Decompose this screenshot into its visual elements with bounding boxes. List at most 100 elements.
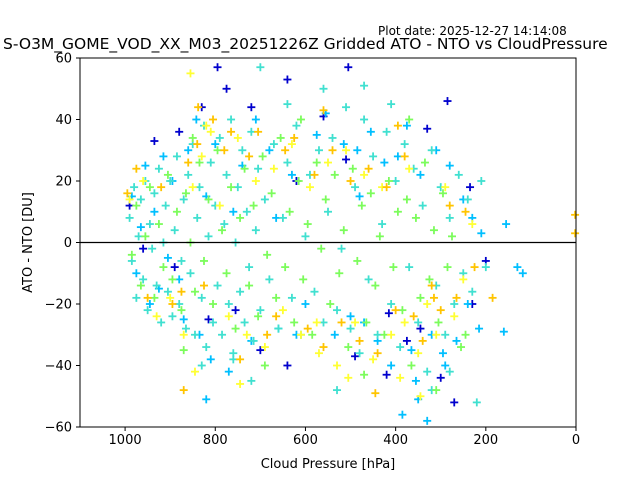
scatter-point	[145, 183, 154, 192]
scatter-point	[281, 146, 290, 155]
scatter-point	[387, 330, 396, 339]
y-tick-label: −20	[45, 298, 72, 313]
scatter-point	[432, 330, 441, 339]
scatter-point	[441, 183, 450, 192]
scatter-point	[308, 330, 317, 339]
scatter-point	[360, 81, 369, 90]
x-tick-label: 1000	[109, 433, 142, 448]
scatter-point	[448, 232, 456, 241]
scatter-point	[283, 361, 292, 370]
scatter-point	[168, 300, 177, 308]
scatter-point	[215, 201, 224, 210]
scatter-point	[269, 140, 278, 149]
scatter-point	[213, 281, 222, 290]
scatter-point	[425, 275, 434, 284]
scatter-point	[141, 161, 150, 170]
scatter-point	[125, 213, 134, 222]
scatter-point	[150, 189, 159, 198]
scatter-point	[152, 312, 161, 321]
scatter-point	[139, 275, 148, 284]
data-points	[123, 63, 580, 425]
scatter-point	[245, 152, 254, 161]
scatter-point	[245, 263, 254, 272]
scatter-point	[436, 373, 445, 382]
scatter-point	[384, 309, 393, 318]
scatter-point	[251, 226, 260, 235]
scatter-point	[445, 201, 454, 210]
scatter-point	[170, 263, 179, 272]
scatter-point	[136, 281, 145, 290]
scatter-point	[360, 170, 369, 179]
x-tick-label: 600	[293, 433, 318, 448]
scatter-point	[242, 330, 251, 339]
scatter-point	[247, 376, 256, 385]
scatter-point	[310, 170, 319, 179]
scatter-point	[186, 269, 195, 278]
x-tick-label: 200	[473, 433, 498, 448]
scatter-point	[256, 63, 265, 72]
y-tick-label: −40	[45, 359, 72, 374]
scatter-point	[220, 220, 229, 229]
scatter-point	[184, 146, 193, 155]
scatter-point	[177, 287, 186, 296]
scatter-point	[382, 183, 391, 192]
scatter-point	[355, 336, 364, 345]
scatter-point	[393, 152, 402, 161]
scatter-point	[344, 373, 353, 382]
scatter-point	[260, 343, 269, 352]
scatter-point	[312, 130, 321, 139]
scatter-point	[427, 146, 436, 155]
scatter-point	[163, 287, 172, 296]
scatter-point	[263, 330, 272, 339]
scatter-point	[441, 361, 450, 370]
scatter-point	[278, 213, 287, 222]
scatter-point	[218, 330, 227, 339]
scatter-point	[272, 213, 281, 222]
scatter-point	[346, 324, 355, 333]
scatter-point	[177, 306, 186, 315]
scatter-point	[245, 281, 254, 290]
scatter-point	[272, 293, 281, 302]
scatter-point	[206, 127, 215, 136]
scatter-point	[317, 244, 326, 253]
scatter-point	[220, 146, 229, 155]
scatter-point	[324, 207, 332, 216]
scatter-point	[172, 152, 181, 161]
scatter-point	[468, 287, 477, 296]
scatter-point	[194, 103, 203, 112]
scatter-point	[251, 177, 260, 185]
scatter-point	[224, 367, 233, 376]
scatter-point	[400, 152, 409, 161]
scatter-point	[184, 170, 193, 179]
scatter-point	[193, 213, 202, 222]
scatter-point	[285, 207, 294, 216]
scatter-point	[414, 318, 423, 327]
chart-title: S-O3M_GOME_VOD_XX_M03_20251226Z Gridded …	[3, 35, 608, 53]
scatter-point	[132, 293, 141, 302]
scatter-point	[197, 293, 206, 302]
scatter-point	[272, 312, 281, 321]
scatter-point	[163, 253, 172, 262]
scatter-point	[477, 177, 486, 185]
scatter-point	[202, 343, 211, 352]
scatter-point	[249, 336, 258, 345]
scatter-point	[132, 201, 141, 210]
scatter-point	[127, 250, 136, 259]
scatter-point	[278, 306, 287, 315]
scatter-point	[366, 189, 375, 198]
scatter-point	[166, 293, 175, 302]
plot-date: Plot date: 2025-12-27 14:14:08	[378, 24, 567, 38]
scatter-point	[296, 115, 305, 124]
scatter-point	[407, 361, 416, 370]
scatter-point	[254, 127, 263, 136]
scatter-point	[314, 146, 323, 155]
scatter-point	[181, 324, 190, 333]
scatter-point	[443, 97, 452, 106]
scatter-point	[148, 244, 157, 253]
scatter-point	[197, 152, 206, 161]
scatter-point	[310, 287, 319, 296]
scatter-point	[296, 330, 305, 339]
scatter-point	[342, 103, 351, 112]
scatter-point	[400, 318, 409, 327]
scatter-point	[373, 349, 382, 358]
